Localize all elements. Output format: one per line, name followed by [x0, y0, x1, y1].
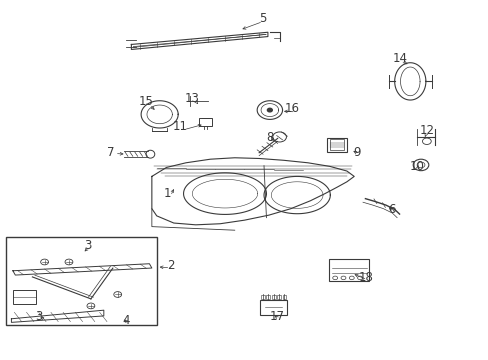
Text: 15: 15 [138, 95, 153, 108]
Bar [13, 290, 36, 304]
Bar [271, 295, 275, 299]
Bar [266, 295, 270, 299]
Bar [282, 295, 286, 299]
Bar [329, 139, 344, 150]
Bar [5, 237, 157, 325]
Text: 14: 14 [392, 51, 407, 64]
Text: 18: 18 [358, 271, 373, 284]
Bar [277, 295, 281, 299]
Polygon shape [11, 310, 103, 322]
Text: 5: 5 [259, 12, 266, 25]
Text: 9: 9 [352, 145, 360, 158]
Text: 11: 11 [172, 121, 187, 134]
Bar [198, 118, 212, 126]
Polygon shape [131, 32, 267, 49]
Circle shape [267, 108, 272, 112]
Text: 4: 4 [122, 314, 130, 327]
Polygon shape [152, 158, 353, 225]
Polygon shape [13, 264, 152, 275]
Bar [260, 300, 286, 315]
Text: 17: 17 [269, 310, 285, 324]
Text: 6: 6 [387, 203, 395, 216]
Text: 8: 8 [265, 131, 273, 144]
Text: 16: 16 [284, 103, 299, 116]
Text: 3: 3 [35, 310, 42, 324]
Text: 13: 13 [184, 92, 199, 105]
Text: 12: 12 [419, 124, 434, 137]
Text: 10: 10 [409, 160, 424, 173]
Text: 1: 1 [163, 187, 171, 200]
Text: 3: 3 [83, 239, 91, 252]
Text: 7: 7 [106, 145, 114, 158]
Bar [261, 295, 264, 299]
Text: 2: 2 [166, 259, 174, 272]
Bar [327, 138, 346, 152]
Bar [329, 259, 368, 282]
